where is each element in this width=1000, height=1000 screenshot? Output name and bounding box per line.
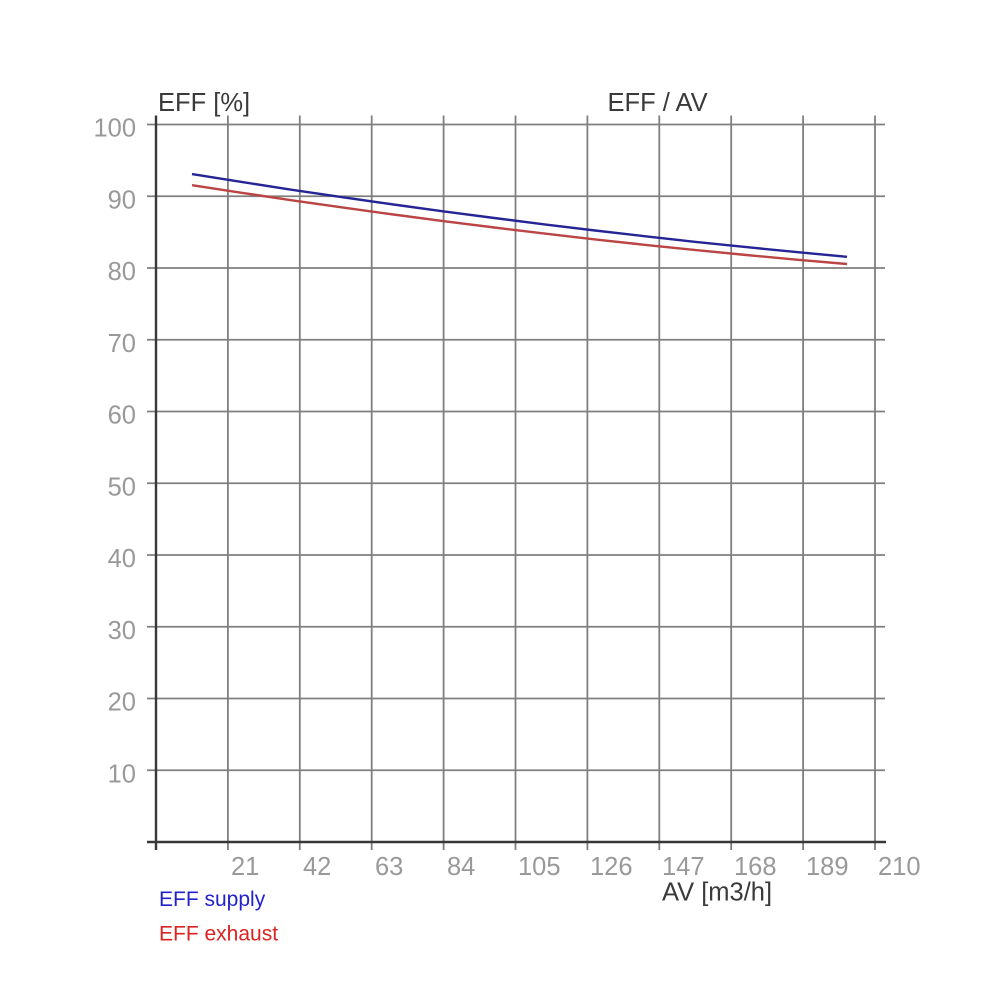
svg-text:189: 189 bbox=[806, 853, 849, 881]
svg-text:30: 30 bbox=[108, 617, 136, 645]
svg-text:90: 90 bbox=[108, 186, 136, 214]
svg-text:42: 42 bbox=[303, 853, 331, 881]
svg-text:70: 70 bbox=[108, 330, 136, 358]
svg-text:EFF / AV: EFF / AV bbox=[608, 89, 708, 117]
svg-text:21: 21 bbox=[231, 853, 259, 881]
svg-text:50: 50 bbox=[108, 473, 136, 501]
svg-text:84: 84 bbox=[447, 853, 475, 881]
svg-text:210: 210 bbox=[878, 853, 921, 881]
svg-text:168: 168 bbox=[734, 853, 777, 881]
svg-text:10: 10 bbox=[108, 760, 136, 788]
svg-text:147: 147 bbox=[662, 853, 705, 881]
svg-text:40: 40 bbox=[108, 545, 136, 573]
svg-text:100: 100 bbox=[93, 115, 136, 143]
svg-text:AV [m3/h]: AV [m3/h] bbox=[662, 879, 772, 907]
svg-text:EFF supply: EFF supply bbox=[159, 888, 266, 911]
svg-text:20: 20 bbox=[108, 689, 136, 717]
svg-text:EFF exhaust: EFF exhaust bbox=[159, 923, 278, 946]
svg-text:60: 60 bbox=[108, 402, 136, 430]
svg-text:80: 80 bbox=[108, 258, 136, 286]
svg-text:105: 105 bbox=[518, 853, 561, 881]
svg-text:63: 63 bbox=[375, 853, 403, 881]
svg-text:126: 126 bbox=[590, 853, 633, 881]
svg-text:EFF [%]: EFF [%] bbox=[158, 89, 250, 117]
